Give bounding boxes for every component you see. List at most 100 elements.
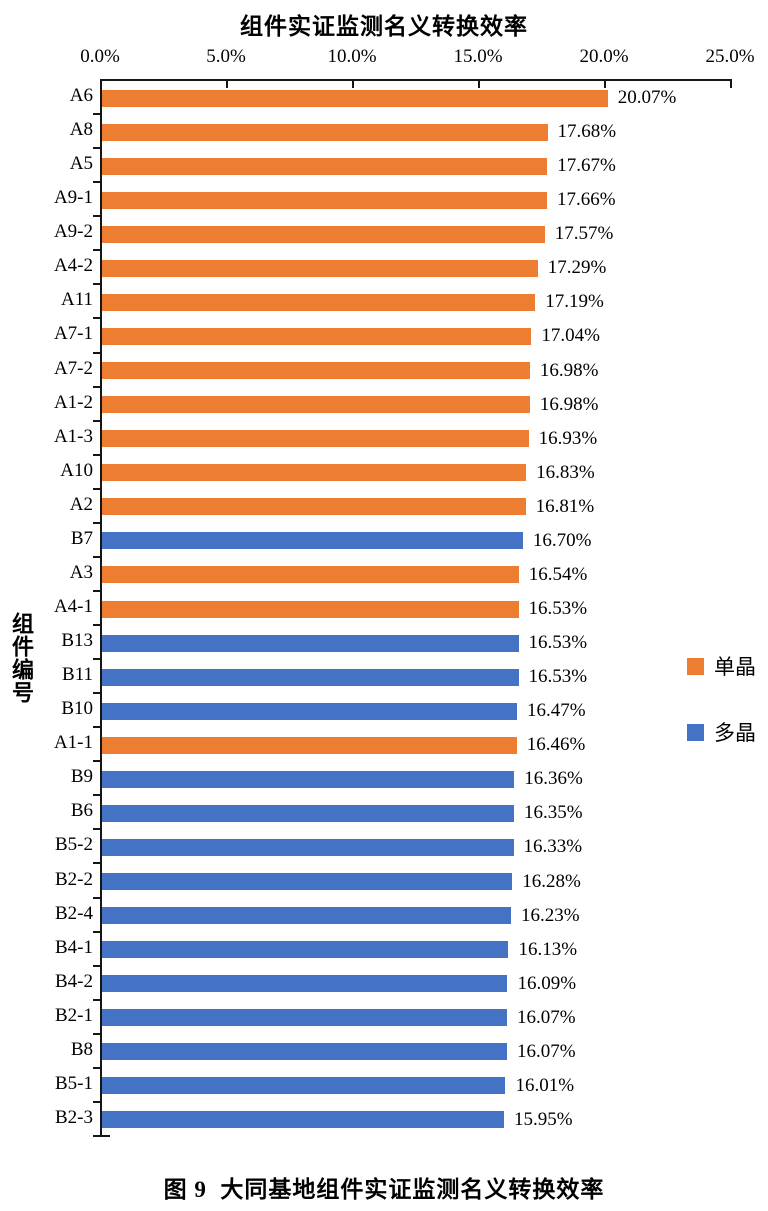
value-label: 17.57% — [554, 223, 614, 245]
bar-a1-3 — [102, 430, 529, 448]
bar-a3 — [102, 566, 519, 584]
value-label: 16.35% — [524, 802, 583, 824]
category-label: A1-3 — [53, 425, 93, 447]
value-label: 17.19% — [545, 291, 604, 313]
value-label: 17.66% — [557, 189, 616, 211]
bar-b4-1 — [102, 941, 509, 959]
y-axis-tick-mark — [93, 692, 100, 695]
y-axis-tick-mark — [93, 964, 100, 967]
figure-caption: 图 9 大同基地组件实证监测名义转换效率 — [163, 1177, 605, 1202]
bar-b2-2 — [102, 873, 513, 891]
category-label: A7-2 — [53, 357, 93, 379]
y-axis-tick-mark — [93, 113, 100, 116]
bar-b6 — [102, 804, 515, 822]
category-label: B8 — [70, 1038, 93, 1060]
bar-b2-3 — [102, 1111, 504, 1129]
bar-a10 — [102, 464, 527, 482]
value-label: 16.47% — [527, 700, 586, 722]
value-label: 16.28% — [522, 870, 581, 892]
y-axis-tick-mark — [93, 453, 100, 456]
y-axis-tick-mark — [93, 930, 100, 933]
legend-swatch-icon — [687, 657, 704, 675]
category-label: A4-1 — [53, 596, 93, 617]
x-axis-tick-mark — [226, 81, 228, 88]
category-label: A1-2 — [53, 391, 93, 413]
category-label: A5 — [69, 153, 93, 175]
category-label: A2 — [69, 493, 93, 515]
y-axis-tick-mark — [93, 828, 100, 831]
x-axis-tick-label: 15.0% — [453, 46, 503, 67]
category-label: B2-3 — [55, 1106, 93, 1128]
y-axis-tick-mark — [93, 283, 100, 286]
bar-b8 — [102, 1043, 507, 1061]
bar-a9-1 — [102, 191, 548, 209]
y-axis-tick-mark — [93, 1135, 100, 1137]
value-label: 16.09% — [517, 972, 577, 994]
plot-area: 20.07% 17.68% 17.67% 17.66% 17.57% 17.29% 17.1… — [93, 79, 732, 1137]
category-label: B2-1 — [55, 1004, 93, 1026]
legend-label: 多晶 — [714, 721, 756, 745]
category-label: A10 — [60, 459, 93, 481]
bar-b2-1 — [102, 1009, 507, 1027]
value-label: 16.36% — [524, 768, 583, 790]
category-label: B5-2 — [55, 834, 93, 856]
category-label: B11 — [62, 664, 93, 686]
y-axis-tick-mark — [93, 215, 100, 218]
y-axis-tick-mark — [93, 1032, 100, 1035]
bar-a11 — [102, 293, 536, 311]
value-label: 16.23% — [520, 904, 580, 926]
bar-a4-2 — [102, 259, 538, 277]
x-axis-tick-label: 0.0% — [80, 46, 120, 67]
y-axis-tick-mark — [93, 317, 100, 320]
legend: 单晶多晶 — [687, 651, 756, 783]
bar-a7-1 — [102, 327, 532, 345]
value-label: 16.13% — [518, 938, 578, 960]
bar-b4-2 — [102, 975, 508, 993]
bar-b5-1 — [102, 1077, 506, 1095]
y-axis-tick-mark — [93, 555, 100, 558]
category-label: B4-1 — [55, 936, 93, 958]
category-label: A11 — [60, 289, 93, 311]
category-label: B6 — [70, 800, 93, 822]
value-label: 16.98% — [539, 359, 599, 381]
value-label: 16.46% — [526, 734, 586, 756]
value-label: 16.81% — [535, 495, 595, 517]
y-axis-tick-mark — [93, 419, 100, 422]
category-label: B4-2 — [55, 970, 93, 992]
value-label: 17.67% — [557, 155, 616, 177]
bar-b13 — [102, 634, 519, 652]
bar-b10 — [102, 702, 518, 720]
value-label: 17.04% — [541, 325, 600, 347]
bar-b9 — [102, 770, 515, 788]
value-label: 16.07% — [516, 1040, 576, 1062]
bar-a2 — [102, 498, 526, 516]
bar-b5-2 — [102, 838, 514, 856]
value-label: 17.68% — [557, 121, 617, 143]
bar-a1-1 — [102, 736, 517, 754]
x-axis-tick-label: 20.0% — [579, 46, 629, 67]
value-label: 16.98% — [539, 393, 599, 415]
category-label: B5-1 — [55, 1072, 93, 1094]
category-label: B10 — [61, 698, 93, 720]
y-axis-tick-mark — [93, 181, 100, 184]
value-label: 16.93% — [538, 427, 598, 449]
y-axis-tick-mark — [93, 249, 100, 252]
category-label: A8 — [69, 119, 93, 141]
value-label: 15.95% — [513, 1108, 573, 1130]
bar-b7 — [102, 532, 523, 550]
y-axis-tick-mark — [93, 351, 100, 354]
x-axis-tick-mark — [604, 81, 606, 88]
value-label: 16.33% — [523, 836, 583, 858]
y-axis-tick-mark — [93, 896, 100, 899]
x-axis-tick-label: 25.0% — [705, 46, 755, 67]
value-label: 16.53% — [528, 666, 588, 688]
value-label: 16.70% — [532, 529, 592, 551]
value-label: 16.53% — [528, 632, 588, 654]
y-axis-tick-mark — [93, 589, 100, 592]
y-axis-title: 组件编号 — [9, 612, 34, 704]
x-axis-tick-mark — [478, 81, 480, 88]
value-label: 16.07% — [516, 1006, 576, 1028]
bar-b2-4 — [102, 907, 511, 925]
y-axis-tick-mark — [93, 147, 100, 150]
legend-item-mono: 单晶 — [687, 651, 756, 681]
